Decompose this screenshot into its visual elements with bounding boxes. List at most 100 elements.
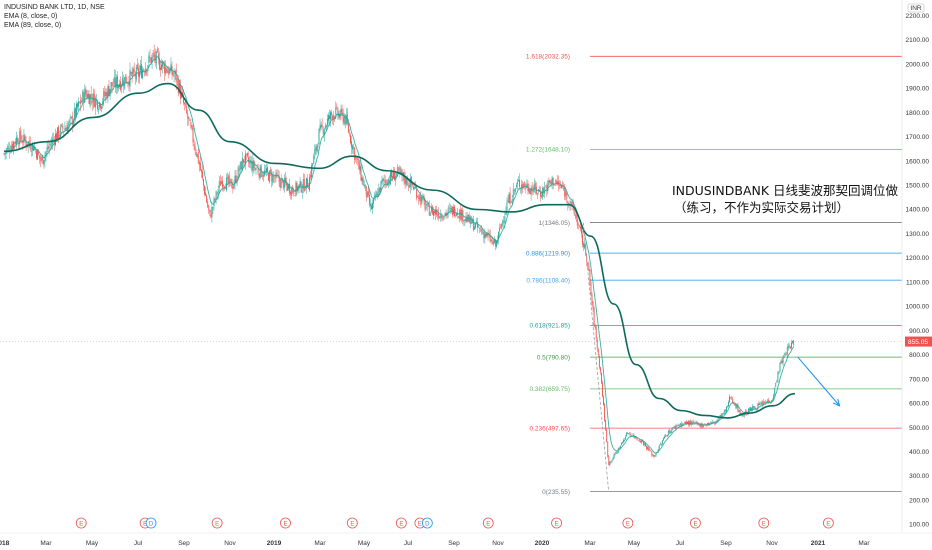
candle-body <box>249 161 251 164</box>
ema-89-path <box>3 82 796 419</box>
time-tick-label: Mar <box>584 540 596 547</box>
fibonacci-retracement[interactable]: 1.618(2032.35) 1.272(1648.10) 1(1346.05) 0.… <box>0 53 902 496</box>
candle-body <box>764 402 766 404</box>
fib-level-label: 0(235.55) <box>542 489 570 496</box>
candle-body <box>752 406 754 410</box>
time-tick-label: Mar <box>858 540 870 547</box>
candle-body <box>697 423 699 425</box>
price-axis[interactable]: 100.00 200.00 300.00 400.00 500.00 600.00 700.… <box>901 0 930 532</box>
candle-body <box>552 177 554 186</box>
candle-body <box>485 232 487 237</box>
candle-body <box>582 234 583 245</box>
candle-body <box>734 402 736 406</box>
candlestick-series <box>3 44 795 467</box>
time-tick-label: Jul <box>404 540 413 547</box>
candle-body <box>157 53 159 57</box>
candle-body <box>737 404 739 412</box>
candle-body <box>499 228 501 232</box>
candle-body <box>429 212 431 216</box>
candle-body <box>688 421 690 425</box>
candle-body <box>459 210 461 219</box>
candle-body <box>376 192 378 197</box>
candle-body <box>719 415 721 418</box>
candle-body <box>229 177 231 184</box>
candle-body <box>413 186 414 190</box>
candle-body <box>640 440 642 443</box>
candle-body <box>444 213 446 216</box>
candle-body <box>702 425 704 428</box>
candle-body <box>206 195 208 203</box>
candle-body <box>528 188 530 193</box>
time-tick-label: Nov <box>766 540 778 547</box>
time-axis[interactable]: 2018 Mar May Jul Sep Nov 2019 Mar May Jul Sep Nov 20… <box>0 532 932 547</box>
candle-body <box>594 325 596 328</box>
candle-body <box>650 451 652 452</box>
candle-body <box>555 180 557 183</box>
candle-body <box>783 355 785 357</box>
candle-body <box>296 182 298 192</box>
ema-8-legend[interactable]: EMA (8, close, 0) <box>4 13 58 20</box>
candle-body <box>619 445 621 449</box>
ema-89-legend[interactable]: EMA (89, close, 0) <box>4 22 62 29</box>
candle-body <box>143 69 145 71</box>
candle-body <box>536 193 538 194</box>
candle-body <box>291 188 293 197</box>
candle-body <box>11 143 13 149</box>
fib-level-label: 0.5(790.80) <box>537 354 570 361</box>
candle-body <box>750 407 751 411</box>
candle-body <box>602 382 603 397</box>
candle-body <box>30 151 32 152</box>
candle-body <box>652 454 654 456</box>
candle-body <box>743 414 745 416</box>
candle-body <box>215 191 217 200</box>
candle-body <box>148 55 150 64</box>
candle-body <box>209 209 211 213</box>
candle-body <box>749 408 750 411</box>
candle-body <box>465 216 467 221</box>
candle-body <box>659 444 661 446</box>
candle-body <box>328 115 329 121</box>
candle-body <box>61 124 63 127</box>
candle-body <box>671 429 673 433</box>
event-marker-text: E <box>350 521 354 527</box>
candle-body <box>171 66 173 75</box>
candle-body <box>455 214 456 216</box>
candle-body <box>156 49 158 53</box>
candle-body <box>786 347 788 355</box>
candle-body <box>35 149 36 151</box>
candle-body <box>664 436 665 439</box>
price-tick-label: 1600.00 <box>906 158 930 165</box>
projection-arrow[interactable] <box>797 356 841 407</box>
candle-body <box>356 157 358 160</box>
candle-body <box>406 176 408 186</box>
candle-body <box>189 119 191 121</box>
candle-body <box>204 185 205 195</box>
candle-body <box>151 55 153 63</box>
candle-body <box>89 94 91 106</box>
candle-body <box>290 192 292 195</box>
candle-body <box>316 144 318 152</box>
candle-body <box>592 301 594 309</box>
candle-body <box>349 133 350 135</box>
candle-body <box>266 168 267 173</box>
candle-body <box>220 181 222 185</box>
price-tick-label: 2200.00 <box>906 13 930 20</box>
candle-body <box>337 108 339 116</box>
candle-body <box>666 435 667 437</box>
chart-annotation-text[interactable]: INDUSINDBANK 日线斐波那契回调位做 （练习，不作为实际交易计划） <box>672 182 898 216</box>
candle-body <box>707 423 708 425</box>
candle-body <box>421 196 423 203</box>
candle-body <box>294 195 296 196</box>
candle-body <box>38 151 40 155</box>
candle-body <box>55 133 56 146</box>
candle-body <box>50 143 52 146</box>
candle-body <box>359 165 361 172</box>
symbol-title[interactable]: INDUSIND BANK LTD, 1D, NSE <box>4 4 105 11</box>
candle-body <box>104 91 106 96</box>
candle-body <box>561 185 562 189</box>
candle-body <box>397 166 399 174</box>
candle-body <box>372 203 373 210</box>
candle-body <box>419 195 421 201</box>
